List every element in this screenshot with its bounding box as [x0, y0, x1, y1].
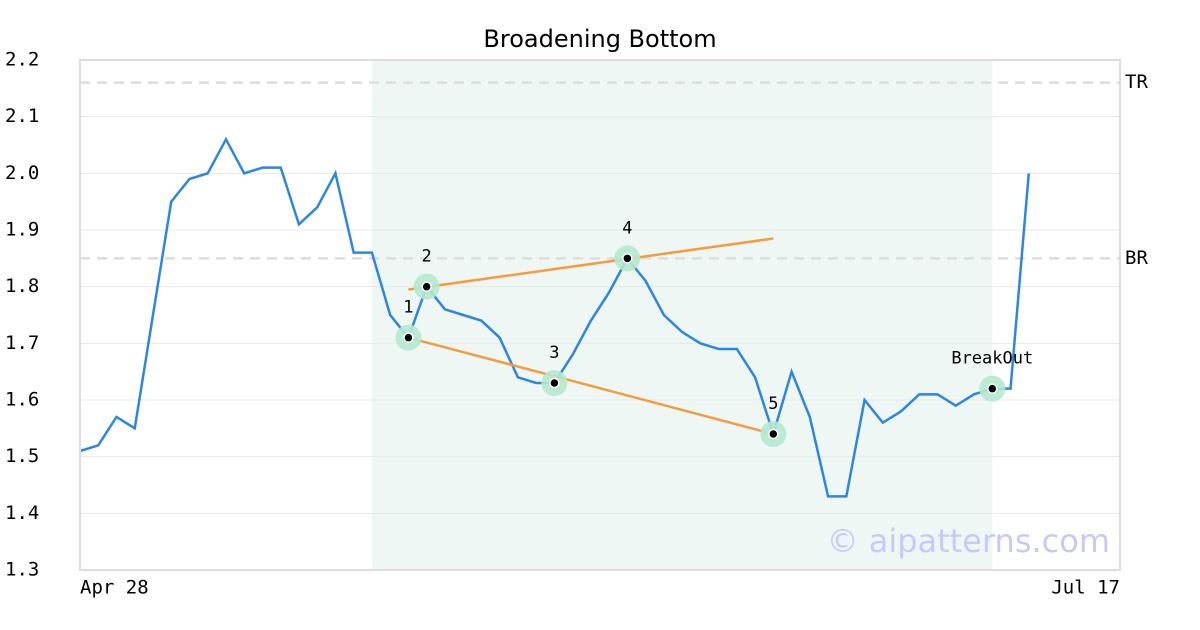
level-label: TR	[1125, 71, 1148, 93]
y-tick-label: 2.1	[5, 105, 39, 127]
y-tick-label: 1.7	[5, 332, 39, 354]
point-label: 2	[422, 247, 432, 267]
watermark: © aipatterns.com	[827, 522, 1110, 560]
pattern-region	[371, 60, 993, 570]
x-tick-label: Jul 17	[1051, 577, 1120, 599]
y-tick-label: 1.4	[5, 502, 39, 524]
point-marker	[768, 428, 779, 440]
level-label: BR	[1125, 247, 1148, 269]
point-label: 3	[549, 343, 559, 363]
point-marker	[421, 281, 432, 292]
plot-frame	[79, 59, 1121, 571]
x-tick-label: Apr 28	[80, 577, 149, 599]
y-tick-label: 1.5	[5, 445, 39, 467]
point-label: 4	[622, 218, 632, 238]
trend-line	[408, 237, 774, 291]
y-tick-label: 1.6	[5, 389, 39, 411]
chart-title: Broadening Bottom	[483, 25, 716, 53]
point-label: 5	[768, 394, 778, 414]
point-label: BreakOut	[951, 349, 1033, 369]
y-tick-label: 1.9	[5, 219, 39, 241]
y-tick-label: 1.8	[5, 275, 39, 297]
y-tick-label: 2.2	[5, 49, 39, 71]
y-tick-label: 2.0	[5, 162, 39, 184]
point-marker	[549, 377, 560, 389]
point-label: 1	[403, 298, 413, 318]
y-tick-label: 1.3	[5, 559, 39, 581]
trend-line	[408, 336, 774, 436]
point-marker	[622, 253, 633, 264]
point-marker	[403, 332, 414, 343]
point-marker	[987, 383, 998, 394]
